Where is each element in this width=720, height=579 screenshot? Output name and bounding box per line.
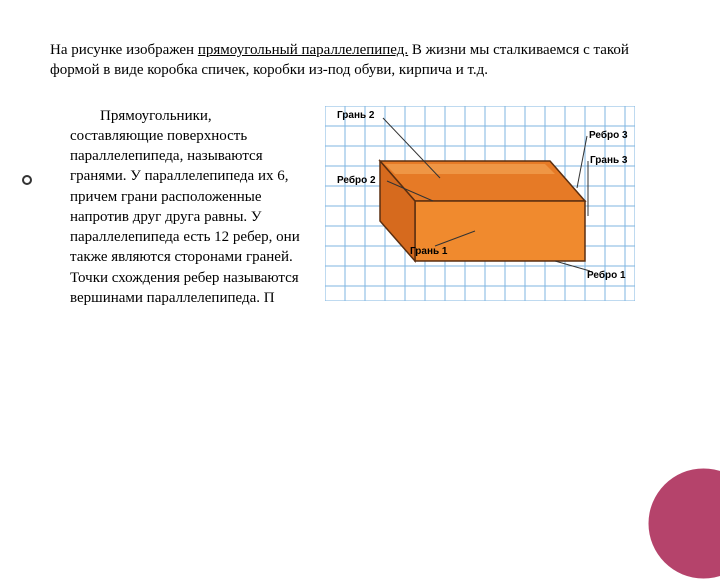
body-text-content: Прямоугольники, составляющие поверхность… <box>70 108 300 306</box>
label-rebro3: Ребро 3 <box>589 129 628 141</box>
label-gran2: Грань 2 <box>337 110 375 121</box>
bullet-icon <box>22 175 32 185</box>
intro-part1: На рисунке изображен <box>50 42 198 58</box>
intro-underlined: прямоугольный параллелепипед. <box>198 42 408 58</box>
intro-paragraph: На рисунке изображен прямоугольный парал… <box>50 40 670 81</box>
label-gran3: Грань 3 <box>590 155 628 166</box>
parallelepiped-diagram: Грань 2 Ребро 3 Грань 3 Ребро 2 Грань 1 … <box>325 106 635 301</box>
label-gran1: Грань 1 <box>410 246 448 257</box>
label-rebro1: Ребро 1 <box>587 269 626 281</box>
decorative-circle <box>649 469 720 579</box>
label-rebro2: Ребро 2 <box>337 174 376 186</box>
body-paragraph: Прямоугольники, составляющие поверхность… <box>50 106 300 309</box>
